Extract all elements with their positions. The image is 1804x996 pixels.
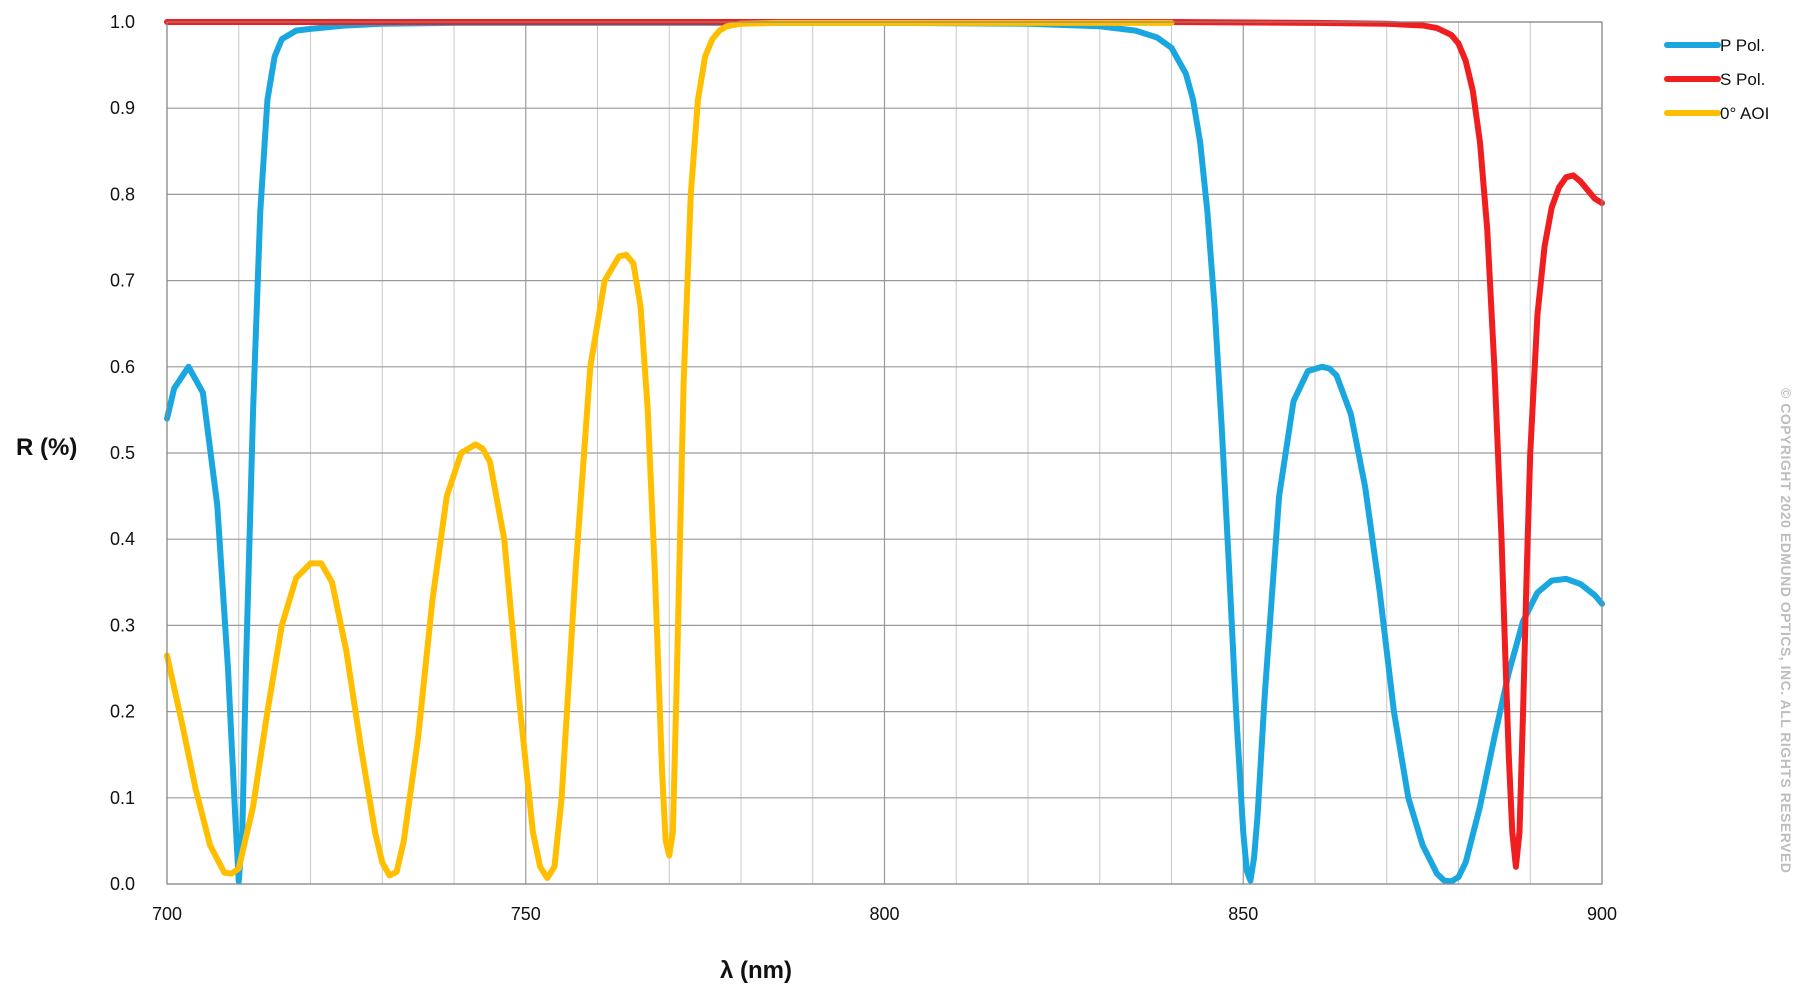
x-tick-label: 700 bbox=[152, 904, 182, 924]
legend-label: P Pol. bbox=[1720, 36, 1765, 55]
y-axis-title: R (%) bbox=[16, 434, 77, 461]
x-axis-title: λ (nm) bbox=[720, 957, 792, 984]
y-tick-label: 0.8 bbox=[110, 184, 135, 204]
chart-legend: P Pol. S Pol. 0° AOI bbox=[1664, 36, 1769, 123]
y-tick-label: 0.5 bbox=[110, 443, 135, 463]
series-line bbox=[164, 19, 1175, 881]
y-tick-label: 0.6 bbox=[110, 357, 135, 377]
plot-border bbox=[166, 21, 1603, 885]
x-tick-label: 850 bbox=[1228, 904, 1258, 924]
y-tick-label: 0.7 bbox=[110, 271, 135, 291]
legend-label: 0° AOI bbox=[1720, 104, 1769, 123]
y-tick-label: 0.2 bbox=[110, 702, 135, 722]
chart-grid bbox=[166, 21, 1603, 885]
legend-label: S Pol. bbox=[1720, 70, 1765, 89]
x-tick-label: 800 bbox=[869, 904, 899, 924]
y-tick-label: 1.0 bbox=[110, 12, 135, 32]
y-tick-label: 0.0 bbox=[110, 874, 135, 894]
y-tick-label: 0.1 bbox=[110, 788, 135, 808]
y-tick-label: 0.4 bbox=[110, 529, 135, 549]
x-tick-label: 750 bbox=[511, 904, 541, 924]
chart-axes: 700 750 800 850 900 0.0 0.1 0.2 0.3 0.4 0.5 0.6 0.7 0… bbox=[110, 12, 1617, 924]
y-tick-label: 0.3 bbox=[110, 615, 135, 635]
copyright-notice: © COPYRIGHT 2020 EDMUND OPTICS, INC. ALL… bbox=[1778, 388, 1794, 873]
series-line bbox=[164, 19, 1605, 885]
x-tick-label: 900 bbox=[1587, 904, 1617, 924]
y-tick-label: 0.9 bbox=[110, 98, 135, 118]
